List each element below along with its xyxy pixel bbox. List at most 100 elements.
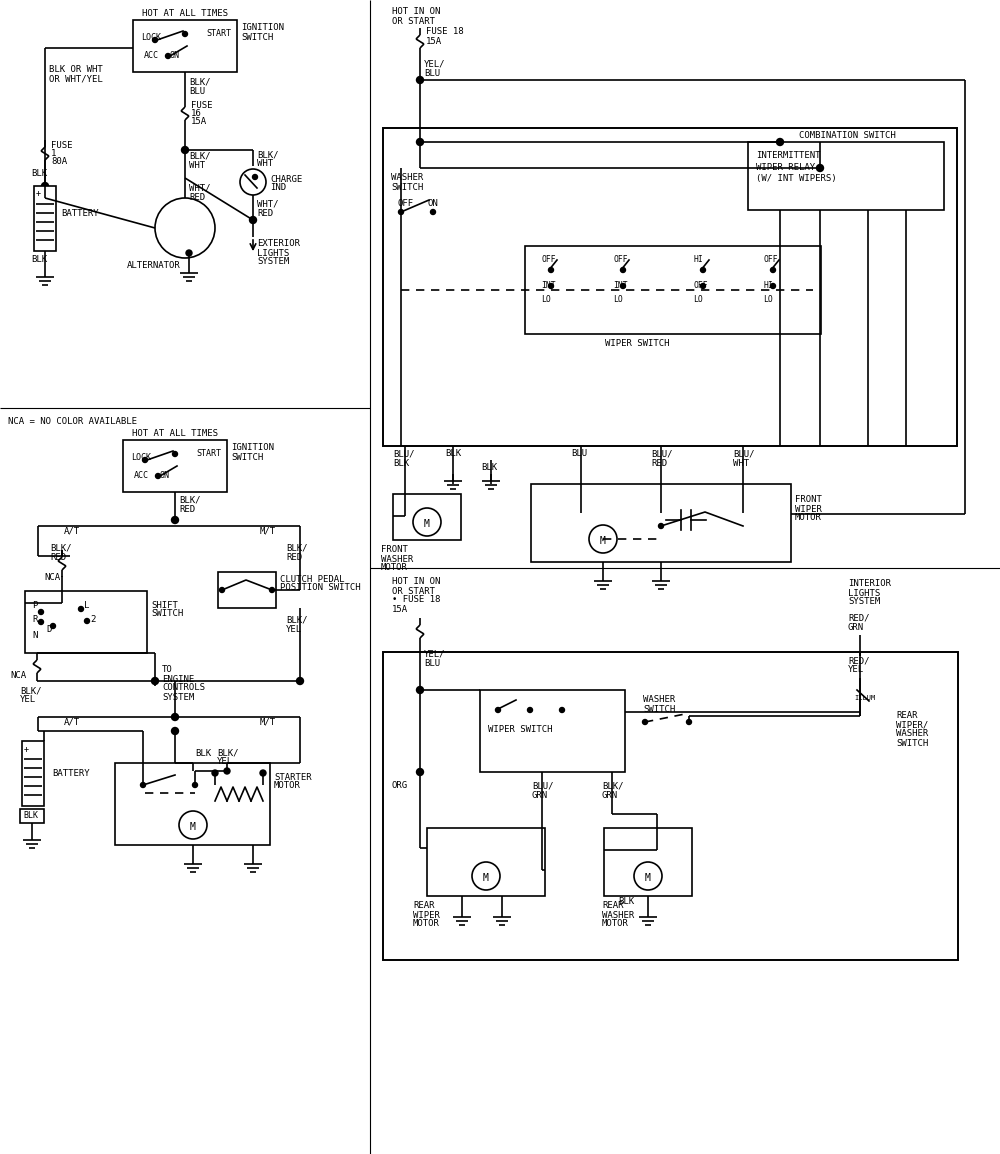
Text: WHT/: WHT/: [257, 200, 278, 209]
Circle shape: [182, 147, 188, 153]
Circle shape: [548, 268, 554, 272]
Text: HOT IN ON: HOT IN ON: [392, 577, 440, 586]
Text: START: START: [196, 450, 222, 458]
Circle shape: [250, 217, 256, 224]
Text: RED: RED: [651, 458, 667, 467]
Text: REAR: REAR: [413, 901, 434, 911]
Text: BLK/: BLK/: [189, 77, 210, 87]
Text: MOTOR: MOTOR: [413, 920, 440, 929]
Text: RED: RED: [257, 209, 273, 217]
Text: SHIFT: SHIFT: [151, 600, 178, 609]
Text: LIGHTS: LIGHTS: [257, 248, 289, 257]
Text: TO: TO: [162, 666, 173, 674]
Circle shape: [700, 284, 706, 288]
Text: BLK/: BLK/: [217, 749, 239, 757]
Text: WASHER: WASHER: [643, 696, 675, 704]
Circle shape: [770, 268, 776, 272]
Text: BLK: BLK: [481, 464, 497, 472]
Text: MOTOR: MOTOR: [795, 514, 822, 523]
Circle shape: [50, 623, 56, 629]
Bar: [383, 128, 957, 445]
Circle shape: [398, 210, 404, 215]
Text: SYSTEM: SYSTEM: [162, 692, 194, 702]
Circle shape: [224, 769, 230, 774]
Circle shape: [776, 138, 784, 145]
Text: SWITCH: SWITCH: [231, 452, 263, 462]
Circle shape: [416, 769, 424, 775]
Text: CHARGE: CHARGE: [270, 174, 302, 183]
Circle shape: [186, 250, 192, 256]
Circle shape: [548, 284, 554, 288]
Text: BLU/: BLU/: [733, 450, 755, 458]
Circle shape: [416, 680, 424, 687]
Text: WHT/: WHT/: [189, 183, 210, 193]
Text: BLK/: BLK/: [286, 615, 308, 624]
Text: OFF: OFF: [397, 200, 413, 209]
Circle shape: [686, 719, 692, 725]
Text: ORG: ORG: [392, 781, 408, 790]
Text: BLK/: BLK/: [602, 781, 624, 790]
Text: ON: ON: [160, 472, 170, 480]
Text: LO: LO: [693, 295, 703, 305]
Text: BLK/: BLK/: [257, 150, 278, 159]
Text: LIGHTS: LIGHTS: [848, 589, 880, 598]
Circle shape: [152, 37, 158, 43]
Text: IGNITION: IGNITION: [231, 443, 274, 452]
Text: N: N: [32, 630, 38, 639]
Text: BLK OR WHT: BLK OR WHT: [49, 66, 103, 75]
Text: BLU: BLU: [424, 68, 440, 77]
Circle shape: [140, 782, 146, 787]
Text: YEL: YEL: [217, 757, 233, 766]
Circle shape: [220, 587, 224, 592]
Text: ON: ON: [170, 52, 180, 60]
Text: BLU: BLU: [424, 659, 440, 667]
Bar: [25, 591, 147, 653]
Text: +: +: [36, 189, 41, 198]
Text: WHT: WHT: [733, 458, 749, 467]
Text: BLU/: BLU/: [651, 450, 672, 458]
Bar: [115, 763, 270, 845]
Text: BLK: BLK: [618, 897, 634, 906]
Circle shape: [173, 451, 178, 457]
Text: WASHER: WASHER: [602, 911, 634, 920]
Text: NCA: NCA: [44, 574, 60, 583]
Text: GRN: GRN: [848, 622, 864, 631]
Text: LO: LO: [541, 295, 551, 305]
Text: START: START: [207, 30, 232, 38]
Text: WIPER: WIPER: [795, 504, 822, 514]
Text: BLU: BLU: [571, 450, 587, 458]
Text: OR START: OR START: [392, 586, 435, 595]
Text: RED/: RED/: [848, 657, 870, 666]
Circle shape: [252, 174, 258, 180]
Text: WHT: WHT: [257, 159, 273, 168]
Text: SYSTEM: SYSTEM: [257, 257, 289, 267]
Circle shape: [658, 524, 664, 529]
Circle shape: [155, 198, 215, 258]
Text: 1: 1: [51, 149, 56, 157]
Text: M: M: [190, 822, 196, 832]
Text: BLU/: BLU/: [532, 781, 554, 790]
Text: INTERMITTENT: INTERMITTENT: [756, 151, 820, 160]
Text: (W/ INT WIPERS): (W/ INT WIPERS): [756, 173, 837, 182]
Circle shape: [172, 713, 178, 720]
Circle shape: [84, 619, 90, 623]
Text: OFF: OFF: [541, 255, 556, 264]
Bar: [218, 572, 276, 608]
Text: BLK/: BLK/: [20, 687, 42, 696]
Circle shape: [38, 620, 44, 624]
Text: ILLUM: ILLUM: [854, 695, 876, 700]
Circle shape: [816, 165, 824, 172]
Text: WIPER SWITCH: WIPER SWITCH: [605, 339, 670, 349]
Text: MOTOR: MOTOR: [381, 563, 408, 572]
Bar: [531, 484, 791, 562]
Text: BLK: BLK: [195, 749, 211, 757]
Text: CONTROLS: CONTROLS: [162, 683, 205, 692]
Circle shape: [270, 587, 274, 592]
Text: BLK: BLK: [31, 255, 47, 264]
Bar: [383, 652, 958, 960]
Bar: [748, 142, 944, 210]
Text: RED: RED: [179, 504, 195, 514]
Circle shape: [143, 457, 148, 463]
Text: GRN: GRN: [532, 790, 548, 800]
Text: BATTERY: BATTERY: [61, 210, 99, 218]
